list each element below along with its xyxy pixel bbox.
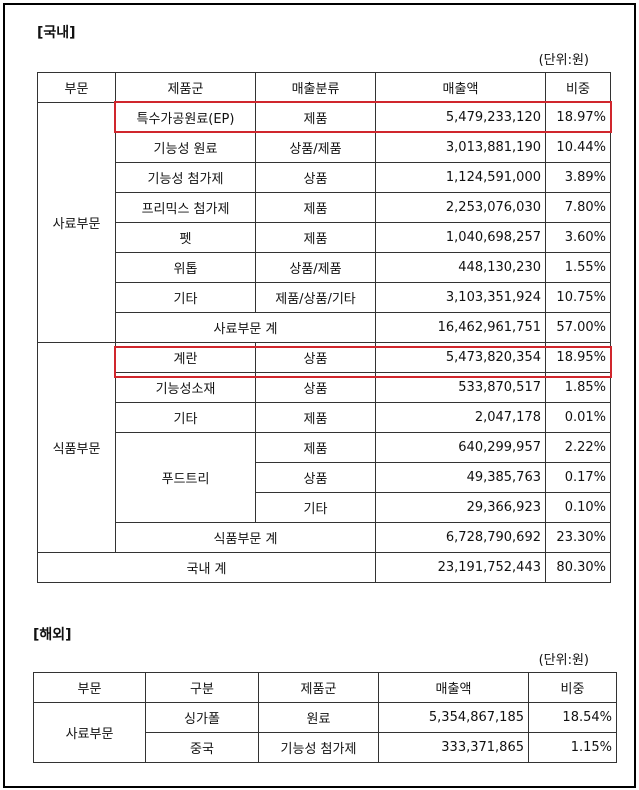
table-cell: 80.30% [545,552,611,583]
table-cell: 프리믹스 첨가제 [115,192,256,223]
table-cell: 제품 [255,192,376,223]
unit-label: (단위:원) [538,653,589,668]
header-cell: 부문 [37,72,116,103]
table-cell: 23,191,752,443 [375,552,546,583]
table-cell: 3.60% [545,222,611,253]
table-row: 부문 제품군 매출분류 매출액 비중 [37,72,611,103]
table-cell: 기타 [115,282,256,313]
table-cell: 29,366,923 [375,492,546,523]
table-cell: 2,253,076,030 [375,192,546,223]
section-title: [해외] [33,627,72,643]
table-cell: 상품 [255,162,376,193]
table-row: 국내 계 23,191,752,443 80.30% [37,552,611,583]
table-row: 기능성 원료 상품/제품 3,013,881,190 10.44% [38,132,611,163]
table-cell: 제품 [255,222,376,253]
subtotal-cell: 사료부문 계 [115,312,376,343]
overseas-table: 부문 구분 제품군 매출액 비중 사료부문 싱가폴 원료 5,354,867,185 18.54%… [33,672,617,763]
table-row: 기타 제품 2,047,178 0.01% [38,402,611,433]
table-cell: 16,462,961,751 [375,312,546,343]
header-cell: 부문 [33,672,146,703]
table-cell: 원료 [258,702,379,733]
header-cell: 비중 [528,672,617,703]
table-cell: 기능성 원료 [115,132,256,163]
table-row: 사료부문 계 16,462,961,751 57.00% [38,312,611,343]
table-cell: 6,728,790,692 [375,522,546,553]
table-row: 식품부문 계 6,728,790,692 23.30% [38,522,611,553]
header-cell: 제품군 [115,72,256,103]
table-row: 푸드트리 제품 640,299,957 2.22% [38,432,611,523]
segment-cell: 사료부문 [37,102,116,343]
table-cell: 1.55% [545,252,611,283]
table-row: 펫 제품 1,040,698,257 3.60% [38,222,611,253]
table-cell: 기능성 첨가제 [115,162,256,193]
table-cell: 1,040,698,257 [375,222,546,253]
table-cell: 제품 [255,402,376,433]
highlight-box [114,346,612,378]
table-cell: 2,047,178 [375,402,546,433]
table-cell: 기타 [115,402,256,433]
table-cell: 0.10% [545,492,611,523]
table-cell: 0.01% [545,402,611,433]
table-cell: 상품/제품 [255,132,376,163]
table-row: 기능성 첨가제 상품 1,124,591,000 3.89% [38,162,611,193]
header-cell: 매출액 [375,72,546,103]
table-cell: 7.80% [545,192,611,223]
table-cell: 1.15% [528,732,617,763]
table-cell: 640,299,957 [375,432,546,463]
table-cell: 10.75% [545,282,611,313]
table-cell: 상품/제품 [255,252,376,283]
total-cell: 국내 계 [37,552,376,583]
header-cell: 매출액 [378,672,529,703]
segment-cell: 식품부문 [37,342,116,553]
table-cell: 중국 [145,732,259,763]
header-cell: 매출분류 [255,72,376,103]
table-cell: 푸드트리 [115,432,256,523]
table-cell: 57.00% [545,312,611,343]
table-cell: 0.17% [545,462,611,493]
table-cell: 제품/상품/기타 [255,282,376,313]
table-cell: 기타 [255,492,376,523]
table-cell: 23.30% [545,522,611,553]
table-row: 부문 구분 제품군 매출액 비중 [33,672,617,703]
table-cell: 2.22% [545,432,611,463]
table-cell: 상품 [255,462,376,493]
unit-label: (단위:원) [538,53,589,68]
table-cell: 기능성 첨가제 [258,732,379,763]
table-row: 사료부문 특수가공원료(EP) 제품 5,479,233,120 18.97% [37,102,611,343]
domestic-table: 부문 제품군 매출분류 매출액 비중 사료부문 특수가공원료(EP) 제품 5,479,233,… [37,72,611,583]
table-cell: 특수가공원료(EP) [115,102,256,133]
highlight-box [114,101,612,133]
table-cell: 333,371,865 [378,732,529,763]
table-cell: 3,013,881,190 [375,132,546,163]
section-title: [국내] [37,25,76,41]
table-row: 위톱 상품/제품 448,130,230 1.55% [38,252,611,283]
table-cell: 49,385,763 [375,462,546,493]
table-row: 사료부문 싱가폴 원료 5,354,867,185 18.54% [33,702,617,763]
table-row: 기타 29,366,923 0.10% [38,492,611,523]
table-cell: 위톱 [115,252,256,283]
table-cell: 5,354,867,185 [378,702,529,733]
table-cell: 18.54% [528,702,617,733]
segment-cell: 사료부문 [33,702,146,763]
header-cell: 구분 [145,672,259,703]
table-cell: 싱가폴 [145,702,259,733]
table-cell: 1,124,591,000 [375,162,546,193]
table-cell: 10.44% [545,132,611,163]
table-cell: 펫 [115,222,256,253]
header-cell: 비중 [545,72,611,103]
table-row: 프리믹스 첨가제 제품 2,253,076,030 7.80% [38,192,611,223]
table-row: 중국 기능성 첨가제 333,371,865 1.15% [34,732,617,763]
subtotal-cell: 식품부문 계 [115,522,376,553]
page-frame [3,3,636,788]
table-row: 상품 49,385,763 0.17% [38,462,611,493]
header-cell: 제품군 [258,672,379,703]
table-cell: 제품 [255,432,376,463]
table-cell: 448,130,230 [375,252,546,283]
table-cell: 3.89% [545,162,611,193]
table-cell: 3,103,351,924 [375,282,546,313]
table-row: 기타 제품/상품/기타 3,103,351,924 10.75% [38,282,611,313]
